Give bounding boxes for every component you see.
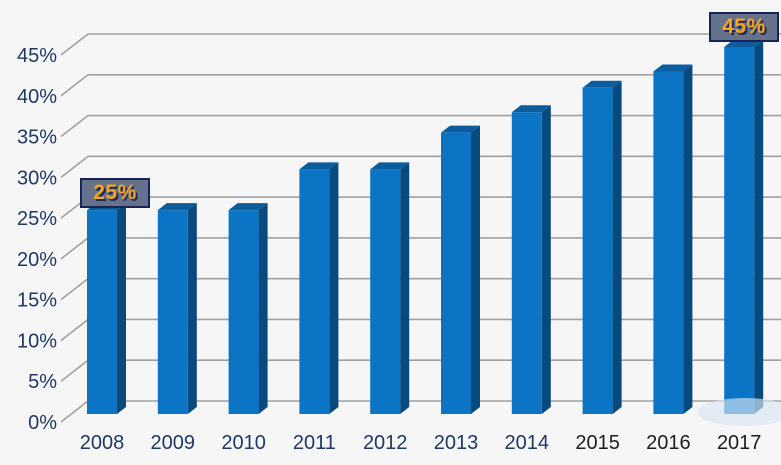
bar-side-face <box>400 162 410 414</box>
y-tick-label: 25% <box>17 208 57 230</box>
bar-2016 <box>653 64 693 414</box>
gridline-diagonal <box>60 237 89 260</box>
bar-2013 <box>441 125 480 414</box>
bar-top-face <box>157 203 197 211</box>
bar-top-face <box>299 162 339 170</box>
y-tick-label: 0% <box>28 412 57 434</box>
bar-front-face <box>653 71 684 414</box>
gridline-diagonal <box>60 33 89 56</box>
bar-side-face <box>754 40 764 414</box>
bar-front-face <box>370 169 401 414</box>
x-tick-label: 2008 <box>80 432 125 454</box>
bar-2009 <box>157 203 197 414</box>
x-tick-label: 2012 <box>363 432 408 454</box>
x-tick-label: 2009 <box>151 432 196 454</box>
data-label-2017: 45% <box>709 12 779 42</box>
bar-front-face <box>511 112 542 414</box>
gridline-diagonal <box>60 278 89 301</box>
bar-top-face <box>653 64 693 72</box>
x-tick-label: 2011 <box>293 432 336 454</box>
y-tick-label: 15% <box>17 290 57 312</box>
x-tick-label: 2010 <box>221 432 266 454</box>
gridline-diagonal <box>60 155 89 178</box>
gridline-diagonal <box>60 359 89 382</box>
bar-top-face <box>370 162 410 170</box>
bar-top-face <box>228 203 268 211</box>
data-label-2008: 25% <box>80 178 150 208</box>
bar-front-face <box>724 47 755 414</box>
y-tick-label: 35% <box>17 127 57 149</box>
bar-front-face <box>441 132 471 414</box>
bar-top-face <box>582 80 622 88</box>
y-tick-label: 5% <box>28 371 57 393</box>
gridline-diagonal <box>60 74 89 97</box>
x-tick-label: 2013 <box>434 432 479 454</box>
x-tick-label: 2015 <box>575 432 620 454</box>
gridline-diagonal <box>60 114 89 138</box>
bar-2012 <box>370 162 410 414</box>
bar-front-face <box>582 87 613 415</box>
bar-2008 <box>87 203 126 414</box>
bar-side-face <box>258 203 268 414</box>
bar-2011 <box>299 162 339 414</box>
bar-front-face <box>87 210 117 414</box>
bar-2017 <box>724 40 764 414</box>
bar-side-face <box>329 162 339 414</box>
x-tick-label: 2016 <box>646 432 691 454</box>
y-tick-label: 20% <box>17 249 57 271</box>
bar-side-face <box>612 80 622 415</box>
bar-front-face <box>157 210 188 414</box>
y-tick-label: 10% <box>17 330 57 352</box>
bar-2010 <box>228 203 268 414</box>
gridline-diagonal <box>60 318 89 342</box>
bar-2014 <box>511 105 551 414</box>
x-tick-label: 2017 <box>717 432 762 454</box>
y-tick-label: 45% <box>17 45 57 67</box>
bar-2015 <box>582 80 622 415</box>
x-tick-label: 2014 <box>505 432 550 454</box>
bar-top-face <box>441 125 480 133</box>
bar-front-face <box>228 210 259 414</box>
bar-side-face <box>541 105 551 414</box>
watermark-smudge <box>697 398 781 426</box>
bar-top-face <box>511 105 551 113</box>
y-tick-label: 30% <box>17 167 57 189</box>
bar-side-face <box>117 203 126 414</box>
bar-front-face <box>299 169 330 414</box>
y-tick-label: 40% <box>17 86 57 108</box>
bar-side-face <box>683 64 693 414</box>
bar-side-face <box>187 203 197 414</box>
bar-side-face <box>471 125 480 414</box>
gridline-diagonal <box>60 400 89 423</box>
